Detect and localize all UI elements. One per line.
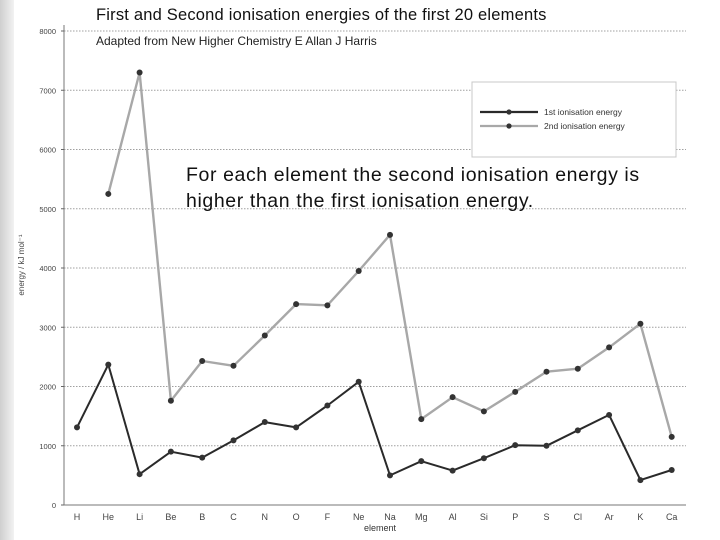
data-point	[574, 365, 581, 372]
x-tick-labels: H He Li Be B C N O F Ne Na Mg Al Si P S Cl Ar K Ca	[74, 512, 678, 522]
legend-marker	[506, 109, 512, 115]
axes	[63, 25, 686, 506]
y-tick-label: 5000	[39, 205, 56, 214]
data-point	[606, 344, 613, 351]
data-point	[637, 320, 644, 327]
data-point	[480, 408, 487, 415]
data-point	[449, 467, 456, 474]
data-point	[668, 467, 675, 474]
data-point	[167, 448, 174, 455]
data-point	[199, 454, 206, 461]
data-point	[261, 332, 268, 339]
data-point	[606, 411, 613, 418]
series-points	[74, 69, 675, 484]
data-point	[418, 458, 425, 465]
data-point	[668, 433, 675, 440]
legend-marker	[506, 123, 512, 129]
data-point	[199, 358, 206, 365]
x-tick-label: B	[199, 512, 205, 522]
data-point	[105, 361, 112, 368]
x-tick-label: Li	[136, 512, 143, 522]
x-tick-label: N	[262, 512, 269, 522]
x-tick-label: C	[230, 512, 237, 522]
data-point	[637, 477, 644, 484]
x-tick-label: H	[74, 512, 81, 522]
data-point	[136, 69, 143, 76]
x-tick-label: Al	[449, 512, 457, 522]
x-tick-label: O	[293, 512, 300, 522]
x-tick-label: P	[512, 512, 518, 522]
y-tick-label: 3000	[39, 323, 56, 332]
x-tick-label: F	[325, 512, 331, 522]
data-point	[324, 302, 331, 309]
x-tick-label: Si	[480, 512, 488, 522]
x-tick-label: K	[637, 512, 643, 522]
x-tick-label: Mg	[415, 512, 428, 522]
data-point	[355, 378, 362, 385]
data-point	[230, 437, 237, 444]
y-tick-label: 6000	[39, 146, 56, 155]
y-tick-label: 0	[52, 501, 56, 510]
x-tick-label: Cl	[574, 512, 583, 522]
data-point	[136, 471, 143, 478]
data-point	[261, 419, 268, 426]
data-point	[293, 424, 300, 431]
data-point	[480, 455, 487, 462]
y-tick-labels: 0 1000 2000 3000 4000 5000 6000 7000 8000	[39, 27, 64, 510]
x-tick-label: Na	[384, 512, 396, 522]
data-point	[74, 424, 80, 431]
x-tick-label: Ca	[666, 512, 678, 522]
legend-label: 2nd ionisation energy	[544, 121, 626, 131]
data-point	[105, 190, 112, 197]
y-tick-label: 8000	[39, 27, 56, 36]
data-point	[543, 368, 550, 375]
chart-annotation: For each element the second ionisation e…	[186, 164, 640, 212]
chart-subtitle: Adapted from New Higher Chemistry E Alla…	[96, 34, 377, 48]
data-point	[574, 427, 581, 434]
x-tick-label: Ne	[353, 512, 365, 522]
data-point	[230, 362, 237, 369]
scan-edge-shadow	[0, 0, 14, 540]
data-point	[387, 472, 393, 479]
y-tick-label: 1000	[39, 442, 56, 451]
x-tick-label: S	[543, 512, 549, 522]
data-point	[543, 442, 550, 449]
legend-box	[471, 81, 677, 158]
series-line	[76, 363, 673, 482]
x-tick-label: Ar	[605, 512, 614, 522]
data-point	[355, 267, 362, 274]
y-tick-label: 4000	[39, 264, 56, 273]
legend-label: 1st ionisation energy	[544, 107, 623, 117]
x-tick-label: Be	[165, 512, 176, 522]
legend: 1st ionisation energy 2nd ionisation ener…	[471, 81, 677, 158]
x-axis-label: element	[364, 523, 397, 533]
y-tick-label: 2000	[39, 383, 56, 392]
data-point	[293, 301, 300, 308]
data-point	[418, 416, 425, 423]
data-point	[512, 442, 519, 449]
data-point	[512, 388, 519, 395]
data-point	[324, 402, 331, 409]
data-point	[387, 231, 393, 238]
data-point	[449, 394, 456, 401]
y-axis-label: energy / kJ mol⁻¹	[17, 234, 26, 295]
x-tick-label: He	[103, 512, 115, 522]
y-tick-label: 7000	[39, 86, 56, 95]
data-point	[167, 397, 174, 404]
chart-title: First and Second ionisation energies of …	[96, 6, 547, 24]
